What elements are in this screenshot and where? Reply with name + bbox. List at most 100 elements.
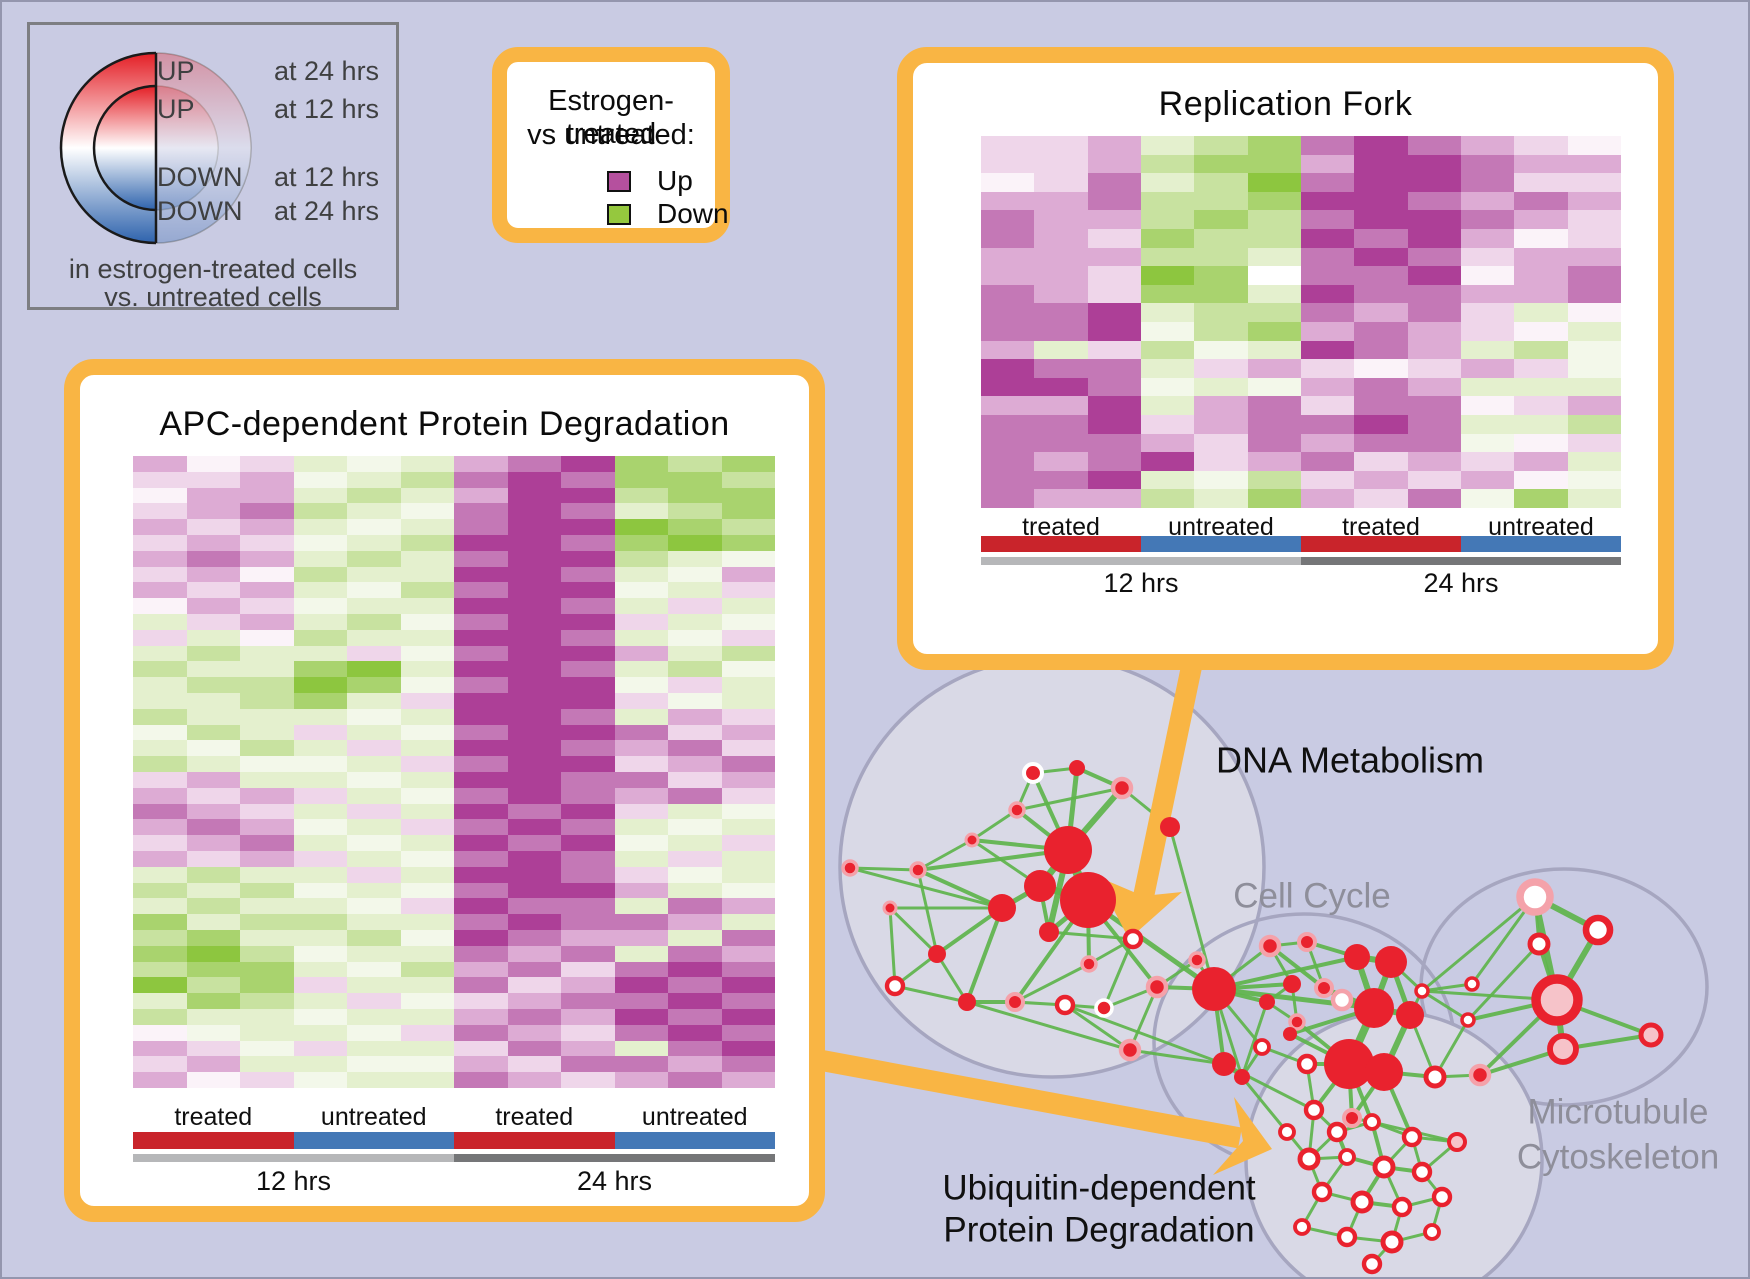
heatmap-cell xyxy=(400,898,454,915)
heatmap-cell xyxy=(347,598,401,614)
heatmap-cell xyxy=(561,598,615,614)
heatmap-cell xyxy=(454,693,508,709)
direction-label: DOWN xyxy=(157,196,243,226)
heatmap-cell xyxy=(668,819,722,836)
heatmap-cell xyxy=(347,550,401,567)
heatmap-cell xyxy=(981,136,1035,155)
heatmap-cell xyxy=(400,882,454,899)
heatmap-cell xyxy=(186,645,240,662)
heatmap-cell xyxy=(1567,452,1621,471)
heatmap-cell xyxy=(1034,359,1088,378)
heatmap-cell xyxy=(1300,322,1355,341)
heatmap-cell xyxy=(507,930,561,946)
heatmap-cell xyxy=(400,866,454,883)
heatmap-cell xyxy=(1514,452,1568,471)
heatmap-cell xyxy=(1194,452,1248,471)
heatmap-cell xyxy=(507,487,561,504)
heatmap-cell xyxy=(293,471,347,488)
heatmap-cell xyxy=(293,756,347,772)
heatmap-cell xyxy=(293,519,347,535)
heatmap-cell xyxy=(347,645,401,662)
heatmap-cell xyxy=(240,772,294,788)
heatmap-cell xyxy=(454,945,508,962)
network-node-solid-red-node xyxy=(1044,826,1092,874)
heatmap-cell xyxy=(240,471,294,488)
heatmap-cell xyxy=(1300,266,1355,285)
network-node-red-ring-white-center-node xyxy=(1311,1181,1333,1203)
heatmap-cell xyxy=(133,724,187,741)
heatmap-cell xyxy=(721,629,775,646)
heatmap-cell xyxy=(1087,136,1141,155)
heatmap-cell xyxy=(400,851,454,867)
heatmap-cell xyxy=(668,930,722,946)
heatmap-cell xyxy=(1087,415,1141,434)
down-label: Down xyxy=(657,198,729,229)
heatmap-cell xyxy=(1247,136,1301,155)
heatmap-cell xyxy=(347,819,401,836)
heatmap-cell xyxy=(293,787,347,804)
network-edge xyxy=(888,906,897,988)
heatmap-cell xyxy=(240,456,294,472)
network-node-solid-red-node xyxy=(1324,1039,1374,1089)
heatmap-cell xyxy=(1300,284,1355,304)
heatmap-cell xyxy=(668,1024,722,1041)
heatmap-cell xyxy=(1247,284,1301,304)
network-node-solid-red-node xyxy=(928,945,946,963)
heatmap-cell xyxy=(240,1072,294,1088)
heatmap-cell xyxy=(1300,136,1355,155)
heatmap-cell xyxy=(293,708,347,725)
heatmap-cell xyxy=(186,629,240,646)
heatmap-cell xyxy=(400,645,454,662)
heatmap-cell xyxy=(507,835,561,851)
network-node-red-node-pink-halo xyxy=(1145,975,1169,999)
heatmap-cell xyxy=(561,787,615,804)
heatmap-cell xyxy=(561,1024,615,1041)
heatmap-cell xyxy=(186,1072,240,1088)
heatmap-cell xyxy=(454,550,508,567)
network-node-red-ring-white-center-node xyxy=(1464,976,1480,992)
heatmap-cell xyxy=(721,708,775,725)
heatmap-cell xyxy=(507,456,561,472)
treated-bar-segment xyxy=(1301,536,1461,552)
network-node-red-ring-white-center-node xyxy=(1401,1126,1423,1148)
network-edge xyxy=(1128,1048,1226,1066)
heatmap-cell xyxy=(1087,284,1141,304)
heatmap-cell xyxy=(293,740,347,757)
heatmap-cell xyxy=(454,487,508,504)
heatmap-cell xyxy=(1460,489,1515,508)
heatmap-cell xyxy=(1514,415,1568,434)
heatmap-cell xyxy=(721,977,775,994)
heatmap-cell xyxy=(133,614,187,630)
heatmap-cell xyxy=(293,598,347,614)
heatmap-cell xyxy=(1140,433,1195,453)
network-node-solid-red-node xyxy=(1024,870,1056,902)
heatmap-cell xyxy=(1034,303,1088,322)
network-node-solid-red-node xyxy=(1375,946,1407,978)
heatmap-cell xyxy=(1460,433,1515,453)
heatmap-cell xyxy=(614,866,668,883)
network-node-red-node-pink-halo xyxy=(1342,1108,1362,1128)
heatmap-cell xyxy=(133,629,187,646)
heatmap-cell xyxy=(186,456,240,472)
heatmap-cell xyxy=(561,772,615,788)
heatmap-cell xyxy=(454,708,508,725)
heatmap-cell xyxy=(1407,303,1461,322)
heatmap-cell xyxy=(133,835,187,851)
heatmap-cell xyxy=(454,503,508,520)
heatmap-cell xyxy=(1247,452,1301,471)
arrow-layer xyxy=(812,647,1272,1175)
heatmap-cell xyxy=(668,898,722,915)
heatmap-cell xyxy=(1247,470,1301,490)
heatmap-cell xyxy=(614,645,668,662)
heatmap-cell xyxy=(721,1009,775,1025)
heatmap-cell xyxy=(1034,136,1088,155)
heatmap-cell xyxy=(293,629,347,646)
outer-left-outline xyxy=(59,51,157,245)
network-node-red-ring-white-center-node xyxy=(884,975,906,997)
heatmap-cell xyxy=(1300,191,1355,211)
heatmap-cell xyxy=(668,772,722,788)
heatmap-cell xyxy=(1034,470,1088,490)
network-node-red-ring-pink-center-node xyxy=(1447,1132,1467,1152)
heatmap-cell xyxy=(454,866,508,883)
heatmap-cell xyxy=(721,614,775,630)
